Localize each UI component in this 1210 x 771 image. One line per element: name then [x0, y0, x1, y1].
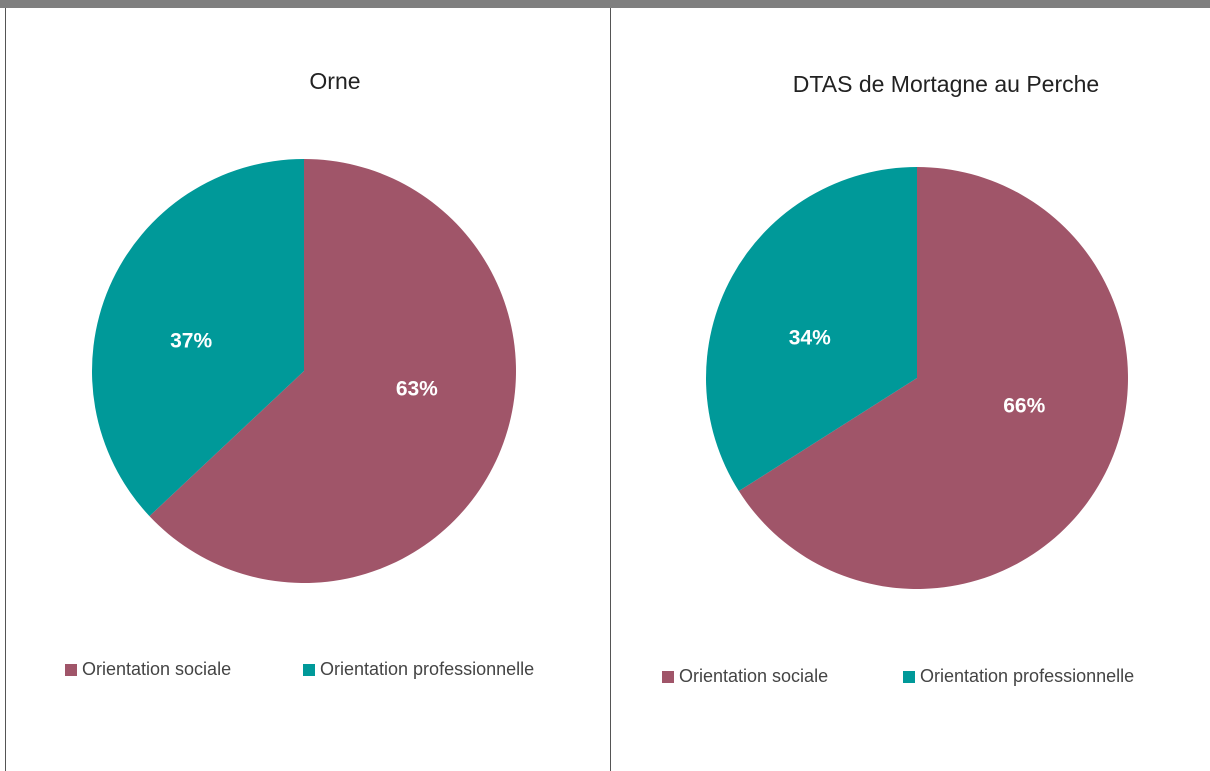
legend-swatch	[65, 664, 77, 676]
legend-swatch	[662, 671, 674, 683]
chart-title: Orne	[309, 68, 360, 94]
pie-slice	[149, 159, 516, 583]
top-bar	[0, 0, 1210, 8]
legend-label: Orientation professionnelle	[920, 666, 1134, 686]
legend-swatch	[903, 671, 915, 683]
legend-label: Orientation professionnelle	[320, 659, 534, 679]
pie-slice	[92, 159, 304, 517]
legend-swatch	[303, 664, 315, 676]
data-label: 63%	[396, 377, 438, 400]
chart-title: DTAS de Mortagne au Perche	[793, 71, 1099, 97]
data-label: 34%	[789, 327, 831, 350]
data-label: 66%	[1003, 395, 1045, 418]
data-label: 37%	[170, 330, 212, 353]
legend-label: Orientation sociale	[679, 666, 828, 686]
pie-slice	[738, 167, 1128, 590]
pie-slice	[706, 167, 917, 492]
legend-label: Orientation sociale	[82, 659, 231, 679]
